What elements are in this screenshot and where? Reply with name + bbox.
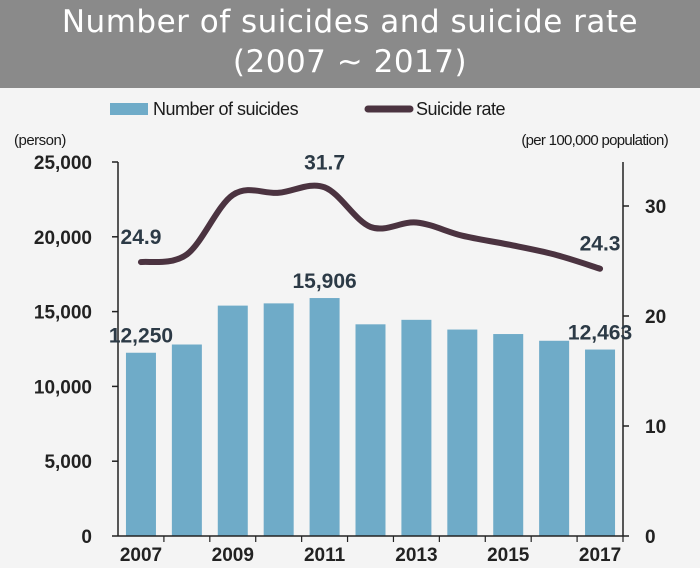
count-label-2017: 12,463: [568, 322, 632, 345]
left-tick-label: 25,000: [34, 153, 92, 174]
left-tick-label: 0: [81, 527, 92, 548]
x-tick-label: 2007: [120, 545, 162, 566]
right-tick-label: 0: [645, 527, 656, 548]
title-banner: Number of suicides and suicide rate (200…: [0, 0, 700, 88]
chart-title: Number of suicides and suicide rate: [61, 4, 639, 40]
right-tick-label: 20: [645, 307, 666, 328]
legend-swatch-bars: [110, 103, 148, 115]
right-tick-label: 10: [645, 417, 666, 438]
bar-2016: [539, 340, 570, 536]
left-axis-unit: (person): [14, 132, 66, 149]
chart-area: Number of suicides Suicide rate (person) (p…: [14, 99, 669, 566]
bar-2013: [401, 319, 432, 536]
right-tick-label: 30: [645, 197, 666, 218]
chart-subtitle: (2007 ~ 2017): [232, 44, 468, 80]
bar-2017: [585, 349, 616, 536]
bar-2011: [309, 298, 340, 536]
rate-label-2017: 24.3: [580, 233, 621, 256]
x-tick-label: 2009: [212, 545, 254, 566]
count-label-2007: 12,250: [109, 325, 173, 348]
bar-2008: [171, 344, 202, 536]
bar-2009: [217, 305, 248, 536]
bar-2007: [125, 352, 156, 536]
right-axis-unit: (per 100,000 population): [521, 132, 668, 149]
x-tick-label: 2015: [487, 545, 530, 566]
bar-2014: [447, 329, 478, 536]
legend-label-bars: Number of suicides: [153, 99, 299, 119]
x-tick-label: 2017: [579, 545, 621, 566]
rate-line: [137, 182, 604, 272]
left-tick-label: 15,000: [34, 303, 92, 324]
left-tick-label: 20,000: [34, 228, 92, 249]
x-tick-label: 2011: [304, 545, 346, 566]
rate-label-2011: 31.7: [304, 151, 345, 174]
bar-2012: [355, 324, 386, 536]
left-tick-label: 10,000: [34, 377, 92, 398]
bar-2010: [263, 303, 294, 536]
rate-label-2007: 24.9: [121, 226, 162, 249]
left-tick-label: 5,000: [44, 452, 92, 473]
count-label-2011: 15,906: [292, 270, 356, 293]
legend-label-line: Suicide rate: [416, 99, 506, 119]
x-tick-label: 2013: [395, 545, 437, 566]
bar-2015: [493, 334, 524, 536]
